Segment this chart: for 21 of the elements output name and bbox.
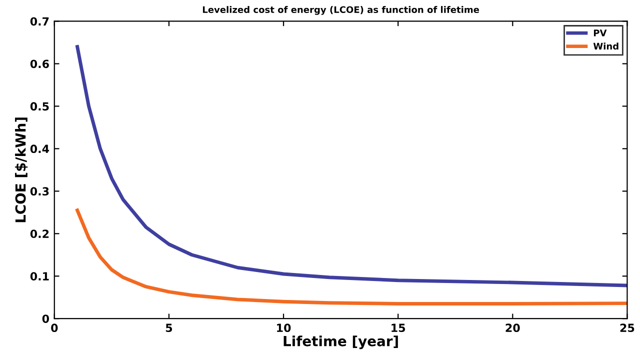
y-tick-label: 0.6: [30, 60, 49, 68]
x-tick-label: 10: [277, 324, 291, 332]
chart-title: Levelized cost of energy (LCOE) as function of lifetime: [202, 6, 480, 15]
y-tick-label: 0.3: [30, 187, 49, 196]
x-tick-label: 5: [166, 324, 172, 332]
line-series: [76, 208, 628, 306]
line-series: [76, 44, 628, 288]
x-axis-title: Lifetime [year]: [284, 336, 398, 350]
y-tick-label: 0.2: [30, 230, 49, 238]
x-tick-label: 25: [620, 324, 634, 332]
y-tick-label: 0.5: [30, 102, 49, 111]
y-tick-label: 0.4: [30, 144, 50, 154]
legend-label: Wind: [593, 42, 618, 50]
y-tick-label: 0.7: [30, 17, 49, 26]
x-tick-label: 0: [51, 324, 58, 332]
x-tick-label: 20: [506, 324, 520, 332]
y-tick-label: 0.1: [30, 272, 49, 280]
x-tick-label: 15: [392, 324, 406, 332]
y-tick-label: 0: [42, 314, 50, 323]
y-axis-title: LCOE [$/kWh]: [15, 118, 28, 222]
legend-label: PV: [594, 30, 607, 36]
